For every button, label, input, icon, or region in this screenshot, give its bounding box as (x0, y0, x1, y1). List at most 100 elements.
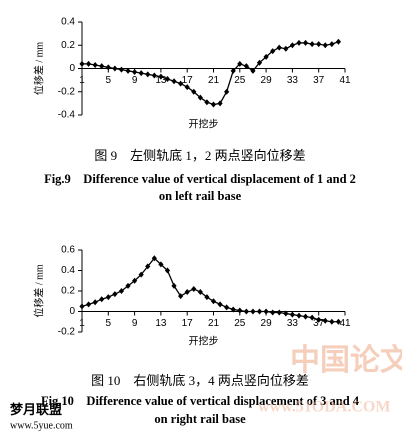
data-point (302, 39, 309, 46)
data-point (164, 75, 171, 82)
data-point (270, 48, 276, 55)
data-point (125, 67, 131, 74)
data-point (263, 308, 269, 315)
data-point (171, 282, 177, 289)
data-point (217, 301, 223, 308)
x-tick-label: 5 (106, 318, 112, 329)
data-point (85, 301, 92, 308)
data-point (296, 39, 302, 46)
data-point (158, 73, 164, 80)
x-tick-label: 21 (208, 75, 220, 86)
data-point (243, 308, 249, 315)
data-point (99, 296, 105, 303)
data-point (184, 84, 190, 91)
data-point (164, 267, 171, 274)
data-point (270, 309, 276, 316)
y-tick-label: -0.2 (58, 327, 76, 338)
y-axis-label: 位移差 / mm (32, 42, 45, 96)
data-point (210, 101, 217, 108)
caption-en: Fig.9 Difference value of vertical displ… (44, 172, 356, 186)
data-point (309, 41, 315, 48)
data-point (118, 288, 125, 294)
x-tick-label: 5 (106, 75, 112, 86)
data-point (138, 271, 144, 278)
x-tick-label: 29 (261, 318, 273, 329)
data-point (105, 294, 111, 301)
caption-en: on right rail base (154, 412, 246, 426)
data-point (276, 44, 282, 51)
data-point (302, 313, 309, 320)
x-tick-label: 41 (339, 75, 351, 86)
data-point (309, 314, 315, 321)
x-axis-label: 开挖步 (189, 117, 219, 130)
y-tick-label: 0.6 (61, 245, 75, 256)
data-point (276, 309, 282, 316)
data-point (296, 312, 302, 319)
data-point (237, 307, 243, 314)
x-tick-label: 33 (287, 318, 299, 329)
data-point (217, 100, 223, 107)
x-tick-label: 13 (155, 318, 167, 329)
watermark: 梦月联盟 (10, 402, 62, 417)
x-tick-label: 33 (287, 75, 299, 86)
x-tick-label: 41 (339, 318, 351, 329)
watermark: 中国论文下载 (290, 343, 402, 377)
data-point (191, 285, 197, 292)
data-point (256, 308, 263, 315)
data-point (237, 60, 243, 67)
x-axis-label: 开挖步 (189, 334, 219, 347)
data-point (329, 41, 335, 48)
data-point (316, 316, 322, 323)
data-point (263, 53, 269, 60)
data-point (289, 42, 295, 49)
x-tick-label: 25 (234, 75, 246, 86)
data-point (197, 289, 203, 296)
data-point (283, 310, 289, 317)
data-point (289, 311, 295, 318)
data-point (335, 38, 342, 45)
data-line (82, 41, 339, 106)
data-point (335, 318, 342, 325)
x-tick-label: 37 (313, 318, 325, 329)
data-point (132, 277, 138, 284)
data-point (99, 63, 105, 70)
x-tick-label: 37 (313, 75, 325, 86)
data-point (145, 263, 151, 270)
x-tick-label: 17 (182, 75, 194, 86)
data-point (112, 65, 118, 72)
data-point (132, 68, 138, 75)
caption-cn: 图 9 左侧轨底 1，2 两点竖向位移差 (94, 148, 305, 163)
x-tick-label: 13 (155, 75, 167, 86)
data-point (145, 71, 151, 78)
data-point (85, 60, 92, 67)
y-tick-label: 0 (69, 306, 75, 317)
data-point (171, 78, 177, 85)
y-tick-label: -0.4 (58, 110, 76, 121)
data-point (316, 41, 322, 48)
x-tick-label: 1 (79, 318, 85, 329)
data-point (197, 94, 203, 101)
data-point (184, 289, 190, 296)
data-point (178, 293, 184, 300)
data-point (250, 308, 256, 315)
x-tick-label: 9 (132, 75, 138, 86)
data-point (105, 64, 111, 71)
data-point (224, 88, 230, 95)
data-point (204, 99, 210, 106)
x-tick-label: 21 (208, 318, 220, 329)
data-point (243, 63, 249, 70)
data-point (118, 66, 125, 73)
data-line (81, 257, 339, 323)
caption-en: on left rail base (159, 189, 242, 203)
watermark: www.5yue.com (10, 420, 73, 431)
caption-cn: 图 10 右侧轨底 3，4 两点竖向位移差 (91, 373, 309, 388)
data-point (210, 298, 217, 305)
y-tick-label: 0.2 (61, 286, 75, 297)
y-tick-label: 0.4 (61, 17, 75, 28)
data-point (79, 60, 85, 67)
x-tick-label: 17 (182, 318, 194, 329)
data-point (158, 261, 164, 268)
y-tick-label: 0 (69, 63, 75, 74)
data-point (178, 80, 184, 87)
